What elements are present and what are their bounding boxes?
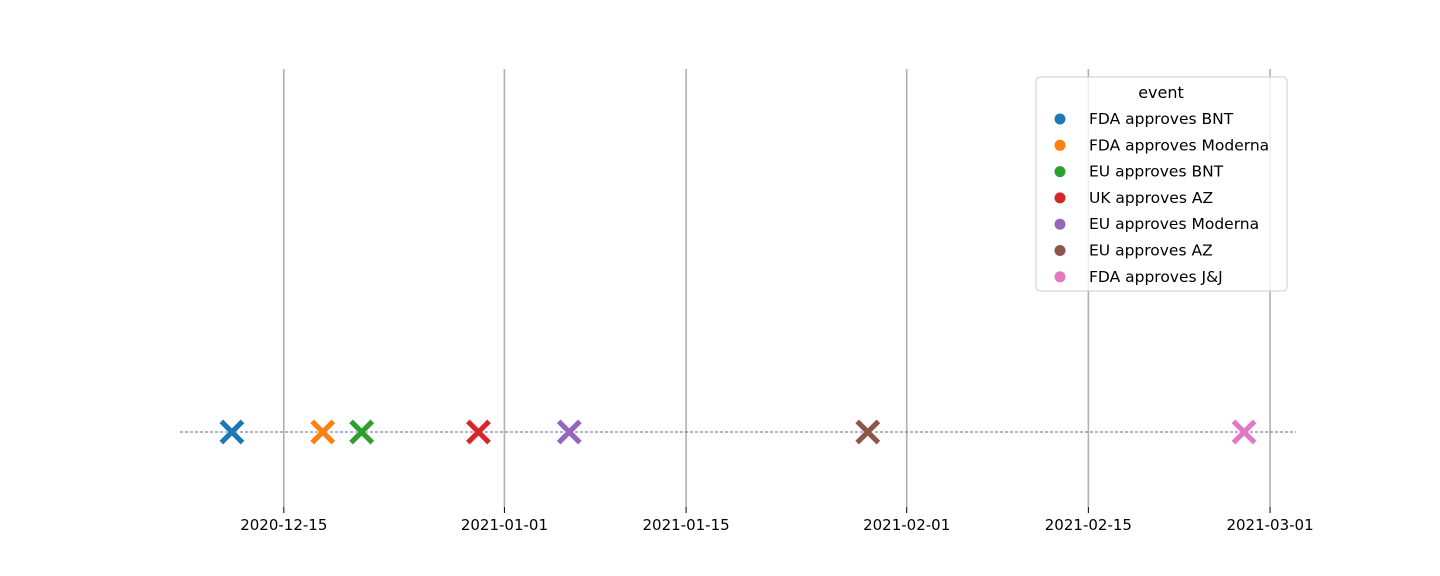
legend-label-3: UK approves AZ [1089, 189, 1213, 207]
event-marker-1 [309, 418, 337, 446]
legend: event FDA approves BNT FDA approves Moder… [1035, 76, 1288, 292]
legend-swatch-6 [1054, 271, 1066, 283]
legend-swatch-0 [1054, 113, 1066, 125]
event-marker-0 [218, 418, 246, 446]
legend-label-5: EU approves AZ [1089, 242, 1213, 260]
x-tick-label-2: 2021-01-15 [642, 516, 729, 534]
legend-swatch-4 [1054, 218, 1066, 230]
legend-label-6: FDA approves J&J [1089, 268, 1223, 286]
legend-swatch-5 [1054, 245, 1066, 256]
event-markers [218, 418, 1258, 446]
x-tick-label-5: 2021-03-01 [1226, 516, 1313, 534]
legend-swatch-1 [1054, 139, 1066, 151]
event-marker-6 [1230, 418, 1258, 446]
legend-swatch-3 [1054, 192, 1066, 204]
event-marker-5 [854, 418, 882, 446]
legend-label-1: FDA approves Moderna [1089, 136, 1269, 154]
x-tick-label-0: 2020-12-15 [240, 516, 327, 534]
legend-title: event [1138, 83, 1184, 102]
event-marker-2 [348, 418, 376, 446]
legend-box [1035, 76, 1288, 292]
x-tick-label-4: 2021-02-15 [1045, 516, 1132, 534]
event-marker-3 [464, 418, 493, 446]
legend-swatch-2 [1054, 166, 1066, 178]
legend-label-4: EU approves Moderna [1089, 215, 1259, 233]
x-tick-label-3: 2021-02-01 [863, 516, 950, 534]
legend-label-2: EU approves BNT [1089, 163, 1224, 181]
x-axis: 2020-12-15 2021-01-01 2021-01-15 2021-02-01… [240, 507, 1314, 534]
legend-label-0: FDA approves BNT [1089, 110, 1234, 128]
event-marker-4 [555, 418, 583, 446]
x-tick-label-1: 2021-01-01 [461, 516, 548, 534]
